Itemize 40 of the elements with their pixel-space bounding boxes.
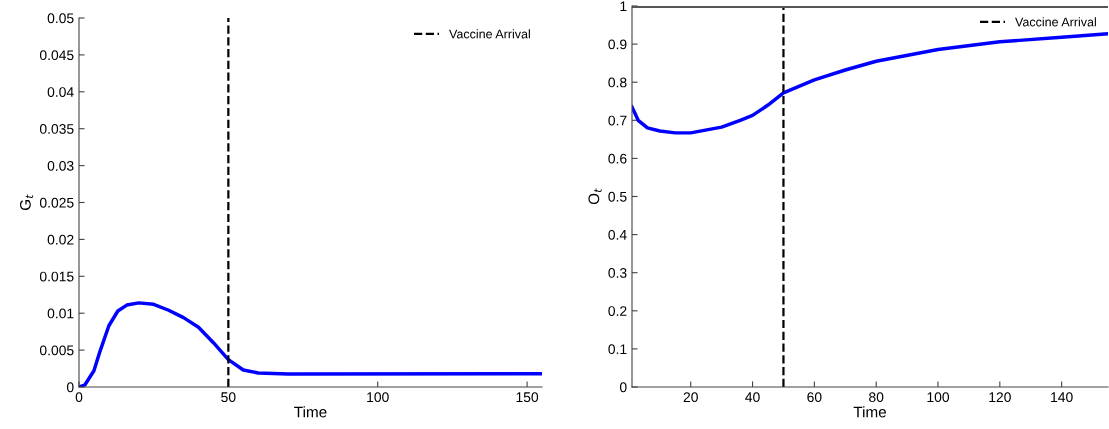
x-tick-label: 80 bbox=[869, 392, 884, 403]
x-tick-label: 140 bbox=[1051, 392, 1073, 403]
x-tick-label: 50 bbox=[221, 392, 236, 403]
y-tick-label: 0.03 bbox=[47, 160, 74, 171]
y-tick-label: 0.7 bbox=[608, 115, 627, 126]
y-tick-label: 1 bbox=[620, 1, 627, 12]
y-tick-label: 0.015 bbox=[39, 271, 74, 282]
y-tick-label: 0.9 bbox=[608, 39, 627, 50]
x-tick-label: 0 bbox=[75, 392, 83, 403]
x-axis-title: Time bbox=[853, 406, 887, 418]
x-axis-title: Time bbox=[294, 406, 327, 418]
y-tick-label: 0.035 bbox=[39, 124, 74, 134]
line-series bbox=[632, 32, 1108, 135]
x-tick-label: 100 bbox=[927, 392, 950, 403]
y-tick-label: 0 bbox=[66, 382, 74, 393]
x-tick-label: 60 bbox=[807, 392, 822, 403]
x-tick-label: 100 bbox=[367, 392, 389, 403]
y-tick-label: 0.045 bbox=[39, 50, 74, 61]
y-axis-title: G$_{t}$ bbox=[19, 194, 34, 211]
y-tick-label: 0.5 bbox=[608, 191, 627, 202]
x-tick-label: 40 bbox=[745, 392, 760, 403]
x-tick-label: 20 bbox=[683, 392, 698, 403]
y-tick-label: 0.6 bbox=[608, 153, 627, 164]
y-axis-title: O$_{t}$ bbox=[588, 188, 602, 205]
ref-line-label: Vaccine Arrival bbox=[449, 29, 530, 39]
x-tick-label: 150 bbox=[516, 392, 539, 403]
y-tick-label: 0.8 bbox=[608, 77, 627, 88]
ref-line-label: Vaccine Arrival bbox=[1015, 17, 1096, 27]
y-tick-label: 0 bbox=[619, 382, 627, 393]
y-tick-label: 0.4 bbox=[608, 229, 627, 240]
y-tick-label: 0.2 bbox=[608, 306, 627, 316]
y-tick-label: 0.02 bbox=[47, 234, 74, 245]
y-tick-label: 0.04 bbox=[47, 87, 74, 97]
y-tick-label: 0.01 bbox=[47, 308, 74, 319]
x-tick-label: 120 bbox=[989, 392, 1011, 403]
y-tick-label: 0.3 bbox=[608, 268, 627, 278]
y-tick-label: 0.1 bbox=[608, 344, 627, 355]
y-tick-label: 0.005 bbox=[39, 345, 74, 356]
y-tick-label: 0.05 bbox=[47, 13, 74, 24]
y-tick-label: 0.025 bbox=[39, 197, 74, 208]
